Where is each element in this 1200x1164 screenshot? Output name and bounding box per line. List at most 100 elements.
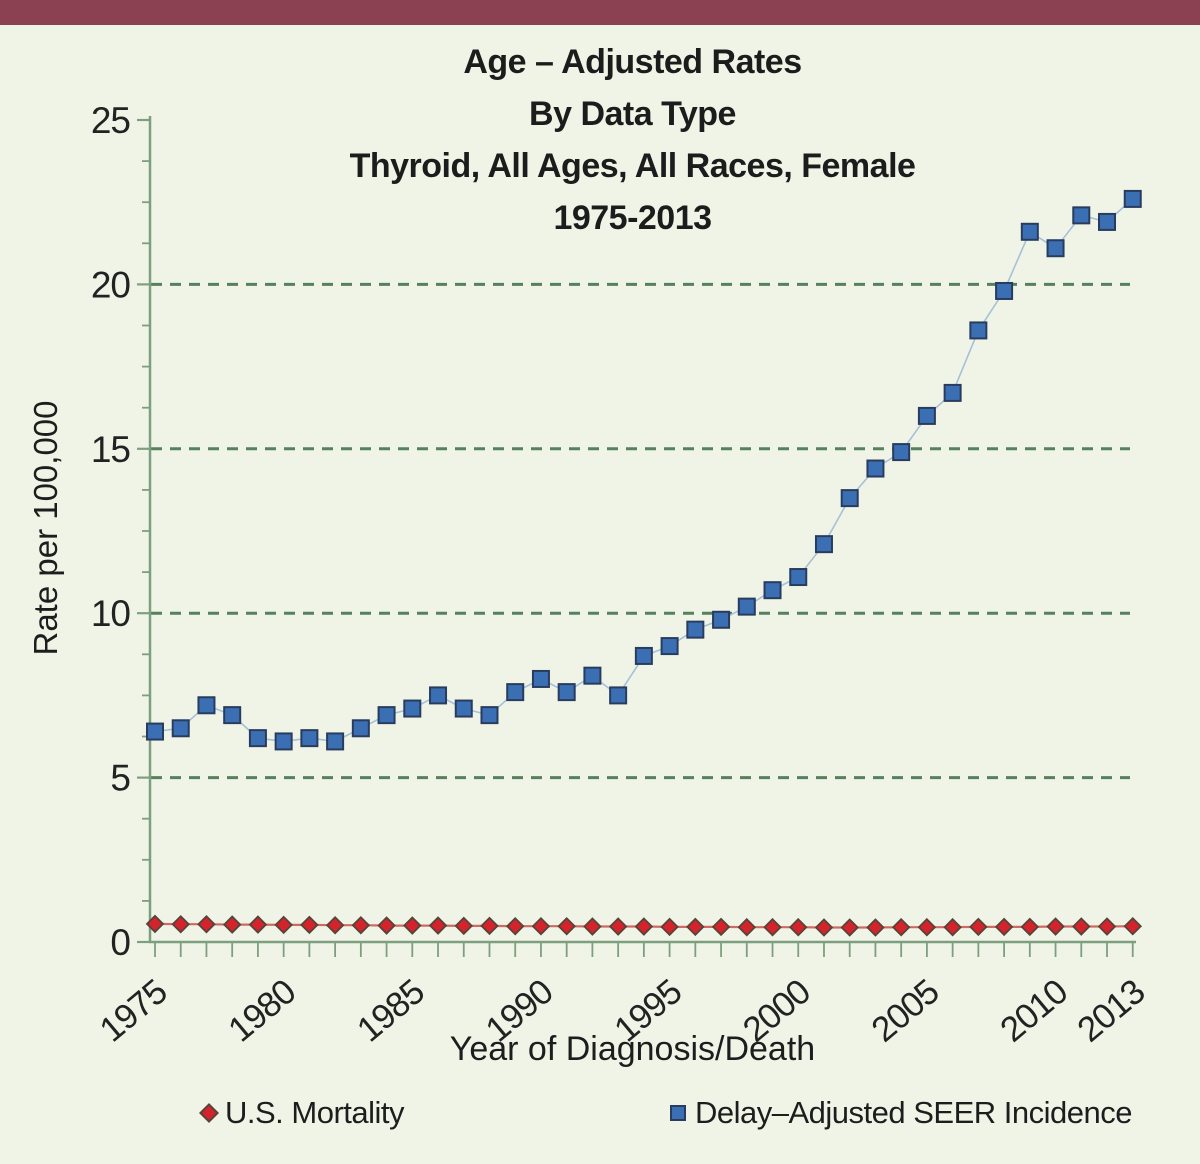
incidence-point <box>197 696 216 715</box>
mortality-point <box>583 917 602 936</box>
mortality-point <box>222 915 242 934</box>
mortality-point <box>866 918 885 937</box>
incidence-point <box>995 281 1014 300</box>
mortality-point <box>377 916 396 935</box>
incidence-point <box>1046 239 1065 258</box>
top-band <box>0 0 1200 25</box>
incidence-point <box>480 706 499 725</box>
mortality-point <box>300 915 319 935</box>
y-tick-label: 5 <box>110 758 130 799</box>
incidence-point <box>300 729 319 748</box>
mortality-point <box>660 917 679 937</box>
incidence-point <box>789 568 808 587</box>
title-line-4: 1975-2013 <box>553 199 712 237</box>
mortality-point <box>1072 917 1091 936</box>
incidence-point <box>454 699 473 718</box>
incidence-point <box>274 732 293 751</box>
mortality-point <box>171 914 191 934</box>
y-tick-labels: 0 5 10 15 20 25 <box>91 100 132 963</box>
mortality-point <box>814 918 834 937</box>
incidence-point <box>660 637 679 656</box>
mortality-point <box>840 918 859 937</box>
incidence-point <box>814 535 833 554</box>
incidence-point <box>686 620 705 639</box>
mortality-point <box>969 917 988 937</box>
mortality-point <box>943 917 962 937</box>
mortality-point <box>325 915 345 935</box>
y-tick-label: 0 <box>110 922 130 963</box>
incidence-square-icon <box>670 1105 686 1121</box>
incidence-point <box>146 722 164 741</box>
incidence-point <box>969 321 988 340</box>
mortality-point <box>531 916 551 936</box>
incidence-point <box>351 719 370 738</box>
mortality-point <box>763 917 782 937</box>
incidence-point <box>712 610 731 629</box>
gridlines <box>151 282 1130 780</box>
incidence-point <box>1123 189 1142 208</box>
mortality-point <box>1020 917 1040 937</box>
y-tick-label: 20 <box>91 264 131 305</box>
incidence-point <box>1072 206 1091 225</box>
legend-label-incidence: Delay–Adjusted SEER Incidence <box>695 1095 1132 1130</box>
y-tick-label: 10 <box>91 593 131 634</box>
mortality-diamond-icon <box>199 1103 219 1123</box>
axis-ticks <box>137 118 1134 957</box>
mortality-point <box>557 916 576 936</box>
mortality-point <box>480 916 499 936</box>
incidence-point <box>531 669 550 688</box>
mortality-point <box>994 917 1014 937</box>
x-axis-title: Year of Diagnosis/Death <box>449 1030 816 1068</box>
mortality-point <box>428 916 448 935</box>
mortality-point <box>1046 917 1065 936</box>
mortality-point <box>248 915 268 934</box>
mortality-point <box>686 917 705 937</box>
y-tick-label: 25 <box>91 100 131 141</box>
incidence-point <box>866 459 885 478</box>
y-tick-label: 15 <box>91 429 131 470</box>
incidence-series <box>146 189 1142 751</box>
mortality-point <box>505 916 525 936</box>
incidence-point <box>943 383 962 402</box>
title-line-2: By Data Type <box>529 95 736 133</box>
mortality-point <box>634 917 654 936</box>
incidence-point <box>840 489 859 508</box>
legend: U.S. Mortality Delay–Adjusted SEER Incid… <box>0 1090 1200 1136</box>
y-axis-title: Rate per 100,000 <box>27 400 64 656</box>
incidence-point <box>609 686 628 705</box>
mortality-series <box>145 914 1143 937</box>
mortality-point <box>711 917 731 937</box>
mortality-point <box>351 915 371 935</box>
incidence-point <box>634 646 653 665</box>
incidence-point <box>506 683 525 702</box>
title-line-1: Age – Adjusted Rates <box>463 43 802 81</box>
mortality-point <box>454 916 474 936</box>
incidence-point <box>326 732 345 751</box>
mortality-point <box>737 917 757 937</box>
incidence-point <box>737 597 756 616</box>
incidence-point <box>429 686 448 705</box>
incidence-point <box>223 706 242 725</box>
incidence-point <box>1020 222 1039 241</box>
chart-title: Age – Adjusted Rates By Data Type Thyroi… <box>40 36 1200 244</box>
mortality-point <box>891 917 911 937</box>
mortality-point <box>1097 917 1117 936</box>
mortality-point <box>608 917 628 936</box>
incidence-point <box>248 729 267 748</box>
mortality-point <box>788 917 808 937</box>
incidence-point <box>583 666 602 685</box>
mortality-point <box>274 915 293 935</box>
incidence-point <box>1098 212 1117 231</box>
incidence-point <box>763 581 782 600</box>
incidence-point <box>377 706 396 725</box>
legend-item-mortality: U.S. Mortality <box>199 1090 405 1136</box>
incidence-point <box>171 719 190 738</box>
incidence-point <box>917 406 936 425</box>
mortality-point <box>403 916 422 935</box>
incidence-point <box>557 683 576 702</box>
title-line-3: Thyroid, All Ages, All Races, Female <box>349 147 916 185</box>
legend-label-mortality: U.S. Mortality <box>225 1095 405 1130</box>
mortality-point <box>197 914 216 934</box>
